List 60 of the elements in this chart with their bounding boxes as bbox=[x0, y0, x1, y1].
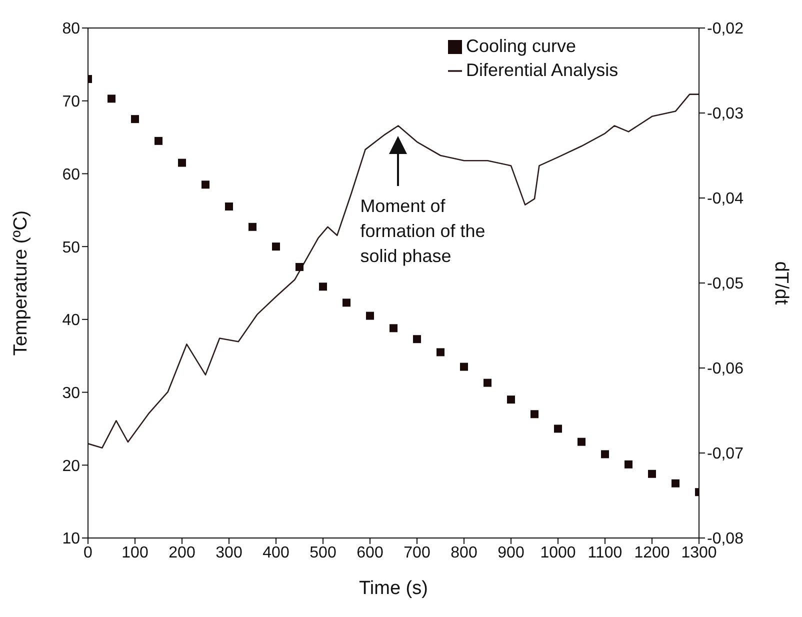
point bbox=[296, 262, 304, 271]
x-tick-label: 300 bbox=[216, 544, 242, 562]
y-tick-label: 30 bbox=[62, 384, 80, 402]
x-tick-label: 700 bbox=[404, 544, 430, 562]
line-series bbox=[88, 94, 699, 449]
y2-tick-label: -0,04 bbox=[707, 190, 744, 208]
point bbox=[202, 180, 210, 189]
point bbox=[390, 324, 398, 332]
point bbox=[272, 242, 280, 251]
legend-label: Cooling curve bbox=[466, 36, 576, 56]
point bbox=[554, 424, 562, 433]
y2-axis-title: dT/dt bbox=[770, 261, 792, 306]
x-tick-label: 900 bbox=[498, 544, 524, 562]
point bbox=[624, 460, 632, 468]
x-tick-label: 200 bbox=[168, 544, 196, 562]
point bbox=[342, 298, 350, 307]
x-tick-label: 100 bbox=[122, 544, 148, 562]
y2-tick-label: -0,03 bbox=[707, 106, 744, 123]
y2-tick-label: -0,06 bbox=[707, 360, 744, 378]
point bbox=[672, 479, 680, 488]
x-tick-label: 1100 bbox=[588, 544, 622, 562]
point bbox=[460, 362, 468, 371]
point bbox=[248, 222, 256, 231]
y-tick-label: 40 bbox=[62, 312, 80, 330]
point bbox=[530, 410, 538, 418]
y-axis-title: Temperature (ºC) bbox=[10, 210, 32, 356]
annotation: Moment of formation of the solid phase bbox=[360, 194, 510, 269]
point bbox=[131, 115, 139, 124]
x-tick-label: 600 bbox=[356, 544, 384, 562]
point bbox=[366, 312, 374, 320]
x-tick-label: 500 bbox=[310, 544, 336, 562]
point bbox=[319, 282, 327, 291]
point bbox=[601, 450, 609, 458]
point bbox=[507, 396, 515, 404]
y-tick-label: 50 bbox=[62, 239, 80, 256]
point bbox=[648, 470, 656, 478]
point bbox=[578, 438, 586, 446]
y-tick-label: 60 bbox=[62, 166, 80, 184]
point bbox=[484, 378, 492, 387]
x-tick-label: 800 bbox=[450, 544, 478, 562]
legend-label: Diferential Analysis bbox=[466, 60, 618, 80]
x-tick-label: 0 bbox=[84, 544, 93, 562]
point bbox=[436, 348, 444, 356]
y-tick-label: 10 bbox=[62, 530, 80, 548]
point bbox=[108, 94, 116, 103]
point bbox=[225, 202, 233, 210]
x-tick-label: 1300 bbox=[681, 544, 717, 562]
x-tick-label: 1000 bbox=[540, 544, 576, 562]
y-tick-label: 70 bbox=[62, 94, 80, 111]
y-tick-label: 20 bbox=[62, 458, 80, 475]
point bbox=[178, 158, 186, 167]
x-axis-title: Time (s) bbox=[359, 578, 428, 599]
y2-tick-label: -0,02 bbox=[707, 20, 744, 38]
y-tick-label: 80 bbox=[62, 20, 80, 38]
point bbox=[154, 136, 162, 145]
x-tick-label: 1200 bbox=[634, 544, 670, 562]
x-tick-label: 400 bbox=[262, 544, 290, 562]
y2-tick-label: -0,05 bbox=[707, 276, 744, 293]
point bbox=[413, 335, 421, 344]
y2-tick-label: -0,07 bbox=[707, 446, 744, 463]
